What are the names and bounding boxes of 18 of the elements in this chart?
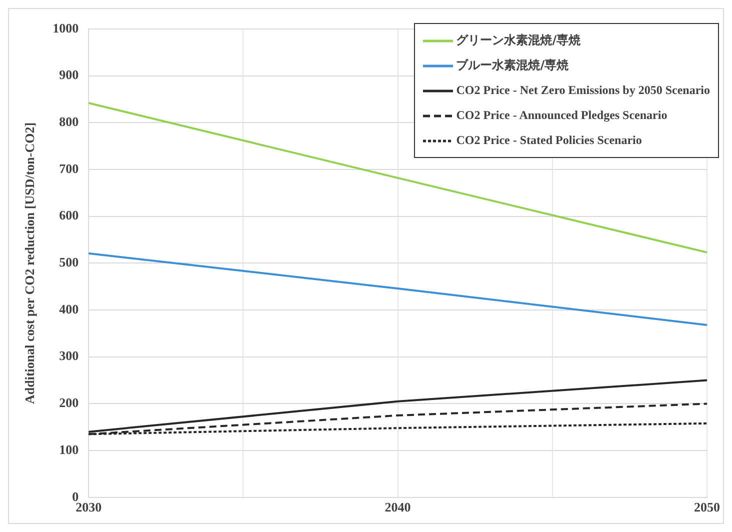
y-tick-label: 800 xyxy=(59,114,79,130)
legend-label: CO2 Price - Net Zero Emissions by 2050 Scenario xyxy=(456,83,710,98)
y-tick-label: 100 xyxy=(59,442,79,457)
x-tick-label: 2050 xyxy=(694,500,720,515)
y-tick-label: 300 xyxy=(59,348,79,364)
y-tick-label: 600 xyxy=(59,208,79,223)
y-tick-label: 700 xyxy=(59,160,79,176)
y-tick-label: 400 xyxy=(59,301,79,316)
x-tick-label: 2040 xyxy=(384,500,411,515)
legend-label: ブルー水素混焼/専焼 xyxy=(456,57,569,74)
legend-label: CO2 Price - Stated Policies Scenario xyxy=(456,133,642,148)
y-tick-label: 900 xyxy=(59,67,79,82)
y-tick-label: 500 xyxy=(59,254,79,270)
y-tick-label: 200 xyxy=(59,395,79,410)
y-tick-label: 1000 xyxy=(52,20,79,36)
y-axis-title: Additional cost per CO2 reduction [USD/ton-CO2] xyxy=(22,122,38,404)
legend-label: CO2 Price - Announced Pledges Scenario xyxy=(456,108,668,123)
legend-label: グリーン水素混焼/専焼 xyxy=(456,32,581,49)
